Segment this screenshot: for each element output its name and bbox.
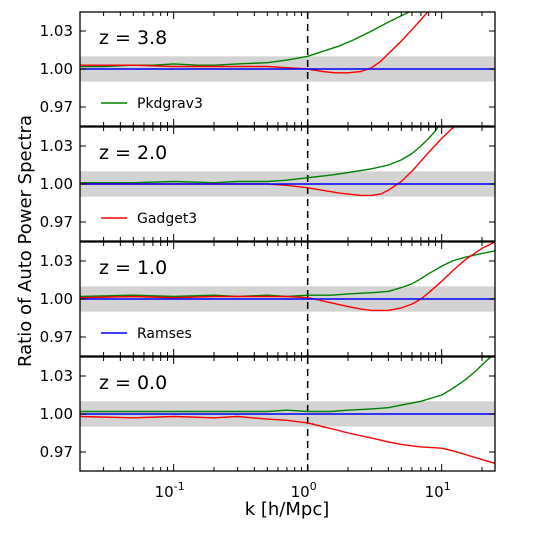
series-group: [80, 357, 495, 465]
y-tick-label: 1.00: [40, 175, 73, 193]
series-line-pkdgrav3: [80, 127, 439, 184]
y-tick-label: 1.00: [40, 405, 73, 423]
y-tick-label: 1.03: [40, 367, 73, 385]
y-tick-label: 0.97: [40, 98, 73, 116]
y-tick-label: 0.97: [40, 213, 73, 231]
legend-label: Pkdgrav3: [137, 96, 203, 112]
panel-1: 0.97 1.00 1.03 z = 2.0 Gadget3: [40, 126, 496, 242]
panel-2: 0.97 1.00 1.03 z = 1.0 Ramses: [40, 241, 496, 357]
y-tick-label: 1.03: [40, 137, 73, 155]
y-tick-label: 1.03: [40, 252, 73, 270]
x-axis-label: k [h/Mpc]: [245, 499, 330, 520]
panels-group: 0.97 1.00 1.03 z = 3.8 Pkdgrav3 0.97 1.00 1.03 z…: [40, 11, 496, 472]
x-tick-label: 10-1: [155, 480, 185, 501]
x-tick-base: 10: [291, 483, 310, 501]
x-tick-label: 101: [425, 480, 451, 501]
y-tick-label: 1.03: [40, 22, 73, 40]
x-tick-exponent: -1: [174, 480, 185, 493]
series-line-gadget3: [80, 242, 495, 312]
legend-label: Ramses: [137, 326, 192, 342]
y-tick-label: 1.00: [40, 60, 73, 78]
series-line-pkdgrav3: [80, 250, 495, 298]
x-tick-label: 100: [291, 480, 317, 501]
series-line-gadget3: [80, 12, 429, 74]
y-tick-label: 0.97: [40, 328, 73, 346]
x-tick-exponent: 0: [310, 480, 317, 493]
panel-3: 0.97 1.00 1.03 z = 0.0: [40, 356, 496, 472]
redshift-label: z = 1.0: [99, 257, 167, 279]
series-line-gadget3: [80, 415, 495, 465]
series-group: [80, 242, 495, 312]
x-tick-base: 10: [425, 483, 444, 501]
y-tick-label: 1.00: [40, 290, 73, 308]
x-tick-labels: 10-1 100 101: [155, 480, 451, 501]
y-tick-label: 0.97: [40, 443, 73, 461]
redshift-label: z = 2.0: [99, 142, 167, 164]
panel-0: 0.97 1.00 1.03 z = 3.8 Pkdgrav3: [40, 11, 496, 127]
series-group: [80, 12, 495, 74]
legend-label: Gadget3: [137, 211, 197, 227]
y-axis-label: Ratio of Auto Power Spectra: [15, 115, 36, 367]
redshift-label: z = 3.8: [99, 27, 167, 49]
x-tick-base: 10: [155, 483, 174, 501]
redshift-label: z = 0.0: [99, 372, 167, 394]
series-line-pkdgrav3: [80, 357, 492, 413]
x-tick-exponent: 1: [444, 480, 451, 493]
series-group: [80, 127, 495, 197]
